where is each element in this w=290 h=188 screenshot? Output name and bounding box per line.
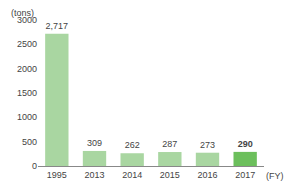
svg-text:2000: 2000 bbox=[17, 64, 37, 74]
svg-text:(tons): (tons) bbox=[11, 8, 34, 18]
svg-text:2016: 2016 bbox=[197, 170, 217, 180]
svg-text:1995: 1995 bbox=[47, 170, 67, 180]
svg-text:262: 262 bbox=[125, 140, 140, 150]
svg-text:2015: 2015 bbox=[160, 170, 180, 180]
svg-text:2013: 2013 bbox=[84, 170, 104, 180]
svg-text:290: 290 bbox=[238, 139, 253, 149]
svg-text:2500: 2500 bbox=[17, 39, 37, 49]
svg-text:309: 309 bbox=[87, 138, 102, 148]
svg-text:500: 500 bbox=[22, 137, 37, 147]
svg-text:287: 287 bbox=[162, 139, 177, 149]
svg-text:0: 0 bbox=[32, 161, 37, 171]
svg-text:(FY): (FY) bbox=[266, 171, 284, 181]
svg-text:2014: 2014 bbox=[122, 170, 142, 180]
svg-text:1500: 1500 bbox=[17, 88, 37, 98]
svg-text:1000: 1000 bbox=[17, 112, 37, 122]
svg-text:3000: 3000 bbox=[17, 15, 37, 25]
svg-text:2,717: 2,717 bbox=[46, 21, 69, 31]
svg-text:273: 273 bbox=[200, 140, 215, 150]
svg-text:2017: 2017 bbox=[235, 170, 255, 180]
